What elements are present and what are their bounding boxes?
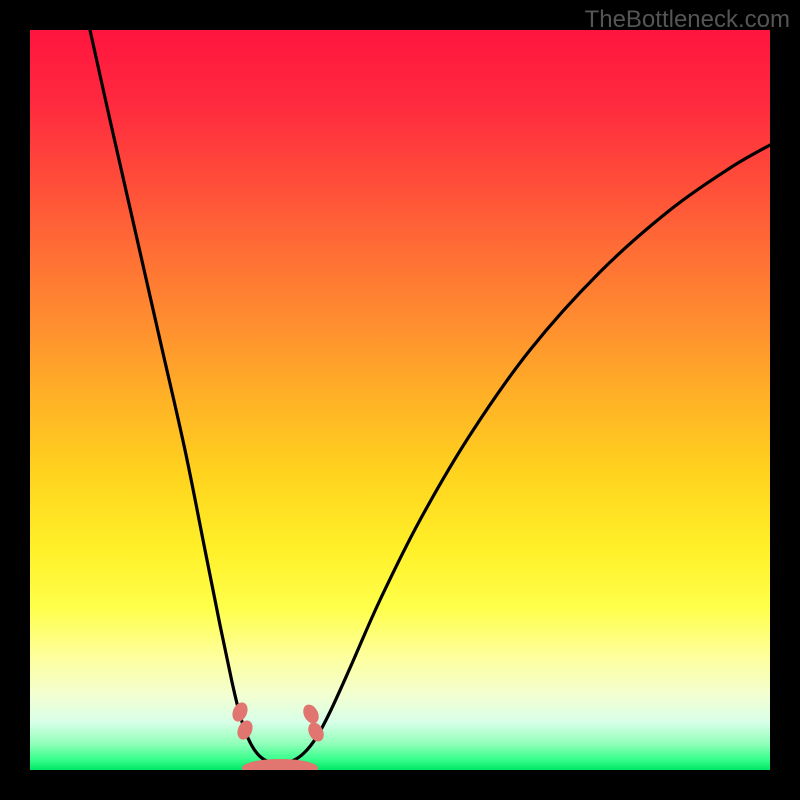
frame-right (770, 0, 800, 800)
frame-left (0, 0, 30, 800)
bottleneck-chart (0, 0, 800, 800)
frame-bottom (0, 770, 800, 800)
watermark-text: TheBottleneck.com (585, 6, 790, 34)
gradient-background (30, 30, 770, 770)
